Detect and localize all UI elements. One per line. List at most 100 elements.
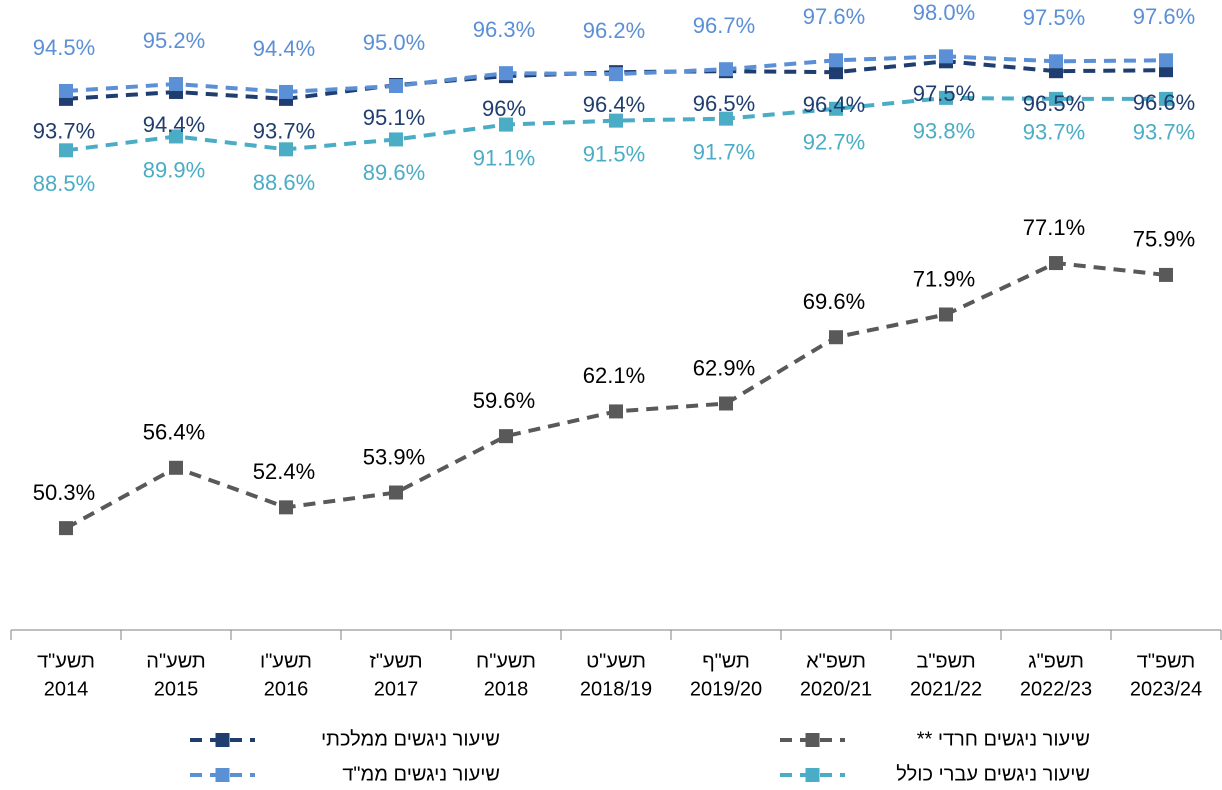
point-marker <box>939 49 953 64</box>
point-marker <box>59 143 73 158</box>
data-label: 96.3% <box>473 17 535 42</box>
x-tick-label: 2018/19 <box>580 678 652 700</box>
data-label: 94.4% <box>143 112 205 137</box>
point-marker <box>1049 91 1063 106</box>
data-label: 50.3% <box>33 480 95 505</box>
point-marker <box>499 117 513 132</box>
data-label: 96.4% <box>583 92 645 117</box>
point-marker <box>499 429 513 444</box>
data-label: 96.5% <box>693 91 755 116</box>
data-label: 96.2% <box>583 18 645 43</box>
point-marker <box>59 83 73 98</box>
x-tick-label: 2019/20 <box>690 678 762 700</box>
data-label: 94.5% <box>33 35 95 60</box>
x-tick-label: תשע"ד <box>37 650 95 672</box>
point-marker <box>169 129 183 144</box>
x-tick-label: תש"ף <box>702 650 750 672</box>
legend-swatch-marker <box>215 768 230 782</box>
point-marker <box>1159 91 1173 106</box>
point-marker <box>939 307 953 322</box>
point-marker <box>609 404 623 419</box>
data-label: 91.7% <box>693 139 755 164</box>
data-label: 93.8% <box>913 119 975 144</box>
data-label: 56.4% <box>143 420 205 445</box>
point-marker <box>279 84 293 99</box>
point-marker <box>169 77 183 92</box>
data-label: 69.6% <box>803 289 865 314</box>
point-marker <box>389 132 403 147</box>
x-tick-label: תשפ"ג <box>1028 650 1084 672</box>
legend-label: שיעור ניגשים חרדי ** <box>917 728 1090 750</box>
x-tick-label: תשע"ה <box>146 650 205 672</box>
data-label: 93.7% <box>1023 120 1085 145</box>
data-label: 62.1% <box>583 363 645 388</box>
point-marker <box>1159 53 1173 68</box>
x-tick-label: תשע"ח <box>476 650 536 672</box>
data-label: 96.4% <box>803 92 865 117</box>
point-marker <box>1159 267 1173 282</box>
x-tick-label: תשפ"ב <box>916 650 975 672</box>
x-tick-label: תשע"ז <box>369 650 422 672</box>
legend-label: שיעור ניגשים ממלכתי <box>321 728 500 750</box>
x-tick-label: 2014 <box>44 678 89 700</box>
x-tick-label: תשפ"א <box>806 650 866 672</box>
legend-swatch-marker <box>805 733 820 747</box>
point-marker <box>719 62 733 77</box>
x-tick-label: 2015 <box>154 678 199 700</box>
series-line <box>65 261 1167 530</box>
point-marker <box>829 330 843 345</box>
x-tick-label: תשפ"ד <box>1137 650 1195 672</box>
data-label: 88.5% <box>33 171 95 196</box>
data-label: 94.4% <box>253 36 315 61</box>
data-label: 52.4% <box>253 459 315 484</box>
data-label: 93.7% <box>253 119 315 144</box>
point-marker <box>829 53 843 68</box>
x-tick-label: תשע"ו <box>260 650 312 672</box>
point-marker <box>609 67 623 82</box>
series-line <box>65 95 1166 153</box>
data-label: 98.0% <box>913 0 975 25</box>
point-marker <box>389 79 403 94</box>
data-label: 89.6% <box>363 160 425 185</box>
data-label: 62.9% <box>693 355 755 380</box>
point-marker <box>939 90 953 105</box>
data-label: 96% <box>482 96 526 121</box>
legend-label: שיעור ניגשים ממ"ד <box>342 763 500 785</box>
data-label: 96.7% <box>693 13 755 38</box>
data-label: 97.5% <box>913 81 975 106</box>
point-marker <box>59 521 73 536</box>
data-label: 59.6% <box>473 388 535 413</box>
legend-swatch-marker <box>805 768 820 782</box>
point-marker <box>609 113 623 128</box>
data-label: 97.6% <box>803 4 865 29</box>
data-label: 91.5% <box>583 141 645 166</box>
point-marker <box>1049 256 1063 271</box>
data-label: 93.7% <box>33 119 95 144</box>
data-label: 71.9% <box>913 266 975 291</box>
point-marker <box>829 65 843 80</box>
data-label: 95.1% <box>363 105 425 130</box>
point-marker <box>389 485 403 500</box>
x-tick-label: 2016 <box>264 678 309 700</box>
point-marker <box>719 396 733 411</box>
point-marker <box>499 66 513 81</box>
legend-label: שיעור ניגשים עברי כולל <box>896 763 1090 785</box>
data-label: 97.5% <box>1023 5 1085 30</box>
x-tick-label: 2017 <box>374 678 419 700</box>
data-label: 96.5% <box>1023 91 1085 116</box>
x-tick-label: 2020/21 <box>800 678 872 700</box>
data-label: 96.6% <box>1133 90 1195 115</box>
point-marker <box>279 142 293 157</box>
x-tick-label: 2021/22 <box>910 678 982 700</box>
legend-swatch-marker <box>215 733 230 747</box>
data-label: 88.6% <box>253 170 315 195</box>
x-tick-label: תשע"ט <box>586 650 646 672</box>
x-tick-label: 2022/23 <box>1020 678 1092 700</box>
data-label: 77.1% <box>1023 215 1085 240</box>
data-label: 95.2% <box>143 28 205 53</box>
point-marker <box>829 101 843 116</box>
data-label: 97.6% <box>1133 4 1195 29</box>
point-marker <box>1049 54 1063 69</box>
data-label: 92.7% <box>803 130 865 155</box>
